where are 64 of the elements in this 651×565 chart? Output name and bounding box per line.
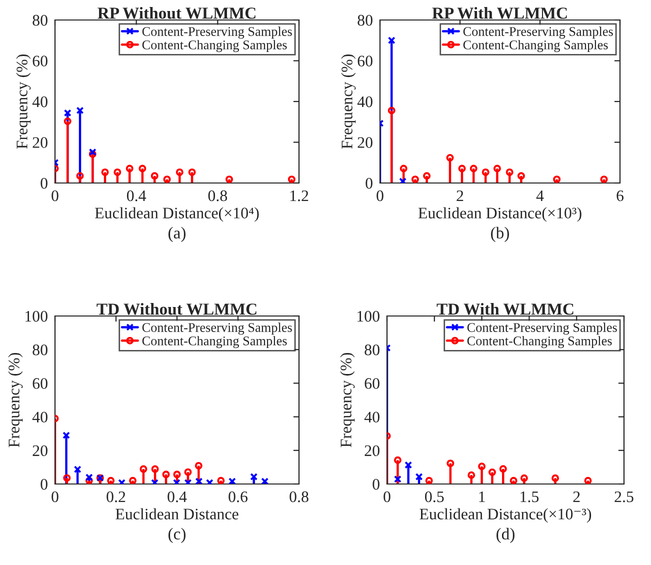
x-tick-label: 6 [616,190,624,202]
legend-label: Content-Preserving Samples [463,26,613,39]
x-axis-title: Euclidean Distance(×10³) [418,207,582,222]
legend-label: Content-Changing Samples [142,336,287,348]
y-tick-label: 0 [40,478,48,490]
y-tick-label: 80 [358,14,372,26]
text: (b) [491,226,509,242]
chart-title: RP With WLMMC [432,7,567,19]
x-tick-label: 0 [52,491,58,502]
legend-label: Content-Changing Samples [142,40,287,52]
text: (c) [168,528,186,543]
text: (d) [496,528,514,543]
x-tick-label: 2.5 [614,491,634,502]
y-tick-label: 0 [372,478,380,490]
chart-title: RP Without WLMMC [98,7,256,19]
x-tick-label: 2 [573,491,580,502]
y-axis-title: Frequency (%) [340,353,355,448]
text: (a) [168,226,186,242]
x-tick-label: 0 [52,190,58,202]
legend-label: Content-Changing Samples [463,40,608,52]
x-axis-title: Euclidean Distance(×10⁻³) [420,508,592,523]
y-tick-label: 20 [364,445,380,456]
x-axis-title: Euclidean Distance [116,508,238,520]
y-tick-label: 40 [32,96,48,108]
legend-label: Content-Changing Samples [467,336,612,348]
y-tick-label: 60 [32,378,48,389]
y-tick-label: 20 [358,137,372,148]
y-axis-title: Frequency (%) [16,54,31,149]
x-tick-label: 0.2 [106,491,126,502]
x-tick-label: 1.2 [290,190,308,202]
y-tick-label: 80 [32,344,48,356]
y-tick-label: 40 [364,412,380,422]
x-tick-label: 2 [456,190,464,202]
y-tick-label: 80 [32,14,48,26]
y-tick-label: 20 [32,445,48,456]
y-axis-title: Frequency (%) [341,54,356,149]
legend-label: Content-Preserving Samples [142,26,292,39]
y-tick-label: 0 [40,178,48,189]
chart-title: TD With WLMMC [436,303,574,315]
x-tick-label: 0 [384,491,390,502]
legend-label: Content-Preserving Samples [142,322,292,335]
y-tick-label: 40 [32,412,48,422]
x-axis-title: Euclidean Distance(×10⁴) [95,207,259,222]
x-tick-label: 0.8 [208,190,228,202]
y-axis-title: Frequency (%) [8,353,23,448]
x-tick-label: 1 [479,491,485,502]
y-tick-label: 100 [26,310,48,322]
x-tick-label: 0.8 [290,491,308,502]
x-tick-label: 1.5 [520,491,539,502]
y-tick-label: 40 [357,96,372,108]
y-tick-label: 80 [364,344,380,356]
chart-title: TD Without WLMMC [96,303,256,315]
y-tick-label: 60 [358,56,372,66]
y-tick-label: 100 [358,310,380,322]
x-tick-label: 0.6 [228,491,248,502]
x-tick-label: 0.4 [126,190,146,202]
y-tick-label: 20 [32,137,48,148]
x-tick-label: 4 [536,190,544,202]
x-tick-label: 0.5 [425,491,444,502]
y-tick-label: 0 [366,178,372,189]
legend-label: Content-Preserving Samples [467,322,617,335]
y-tick-label: 60 [364,378,380,389]
y-tick-label: 60 [32,56,48,66]
x-tick-label: 0.4 [168,491,187,502]
